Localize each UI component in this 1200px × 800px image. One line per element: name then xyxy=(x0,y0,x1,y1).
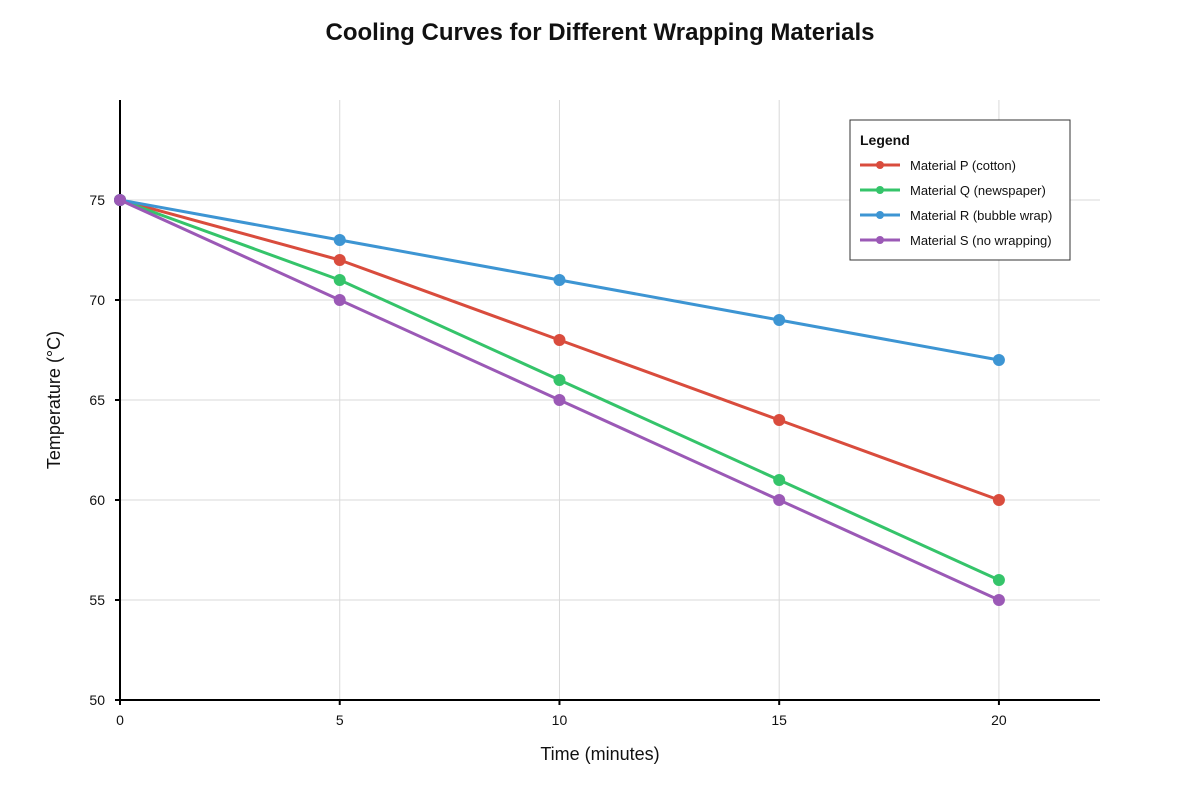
data-point-material-s-no-wrapping-15 xyxy=(773,494,786,506)
y-tick-label-75: 75 xyxy=(89,192,105,208)
legend-item-material-r-bubble-wrap: Material R (bubble wrap) xyxy=(860,208,1052,223)
legend-swatch-marker xyxy=(876,236,884,244)
y-tick-label-55: 55 xyxy=(89,592,105,608)
x-tick-label-15: 15 xyxy=(771,712,787,728)
y-tick-label-60: 60 xyxy=(89,492,105,508)
y-tick-label-50: 50 xyxy=(89,692,105,708)
y-tick-label-65: 65 xyxy=(89,392,105,408)
data-point-material-r-bubble-wrap-5 xyxy=(333,234,346,246)
data-point-material-r-bubble-wrap-20 xyxy=(992,354,1005,366)
data-point-material-s-no-wrapping-10 xyxy=(553,394,566,406)
legend-label: Material Q (newspaper) xyxy=(910,183,1046,198)
data-point-material-p-cotton-5 xyxy=(333,254,346,266)
chart-title: Cooling Curves for Different Wrapping Ma… xyxy=(326,19,875,46)
data-point-material-s-no-wrapping-5 xyxy=(333,294,346,306)
legend-item-material-s-no-wrapping: Material S (no wrapping) xyxy=(860,233,1052,248)
y-axis-label: Temperature (°C) xyxy=(44,331,64,469)
legend-swatch-marker xyxy=(876,161,884,169)
data-point-material-r-bubble-wrap-10 xyxy=(553,274,566,286)
tick-labels: 0 5 10 15 20 50 55 60 65 70 75 xyxy=(89,192,1006,728)
data-point-material-q-newspaper-5 xyxy=(333,274,346,286)
data-point-material-s-no-wrapping-20 xyxy=(992,594,1005,606)
x-tick-label-20: 20 xyxy=(991,712,1007,728)
data-point-material-q-newspaper-10 xyxy=(553,374,566,386)
data-point-material-p-cotton-10 xyxy=(553,334,566,346)
legend-swatch-marker xyxy=(876,186,884,194)
data-point-material-p-cotton-20 xyxy=(992,494,1005,506)
legend-swatch-marker xyxy=(876,211,884,219)
data-point-material-q-newspaper-20 xyxy=(992,574,1005,586)
x-axis-label: Time (minutes) xyxy=(540,744,659,764)
x-tick-label-0: 0 xyxy=(116,712,124,728)
legend-label: Material P (cotton) xyxy=(910,158,1016,173)
data-point-material-s-no-wrapping-0 xyxy=(114,194,126,206)
legend-item-material-p-cotton: Material P (cotton) xyxy=(860,158,1016,173)
x-tick-label-5: 5 xyxy=(336,712,344,728)
x-tick-label-10: 10 xyxy=(552,712,568,728)
legend-items: Material P (cotton) Material Q (newspaper… xyxy=(860,158,1052,248)
series-material-s-no-wrapping xyxy=(114,194,1005,606)
legend: Legend Material P (cotton) Material Q (ne… xyxy=(849,119,1071,261)
data-point-material-p-cotton-15 xyxy=(773,414,786,426)
data-point-material-q-newspaper-15 xyxy=(773,474,786,486)
legend-label: Material S (no wrapping) xyxy=(910,233,1052,248)
series xyxy=(114,194,1005,606)
y-tick-label-70: 70 xyxy=(89,292,105,308)
series-material-r-bubble-wrap xyxy=(114,194,1005,366)
data-point-material-r-bubble-wrap-15 xyxy=(773,314,786,326)
legend-item-material-q-newspaper: Material Q (newspaper) xyxy=(860,183,1046,198)
legend-title: Legend xyxy=(860,132,910,148)
legend-label: Material R (bubble wrap) xyxy=(910,208,1052,223)
